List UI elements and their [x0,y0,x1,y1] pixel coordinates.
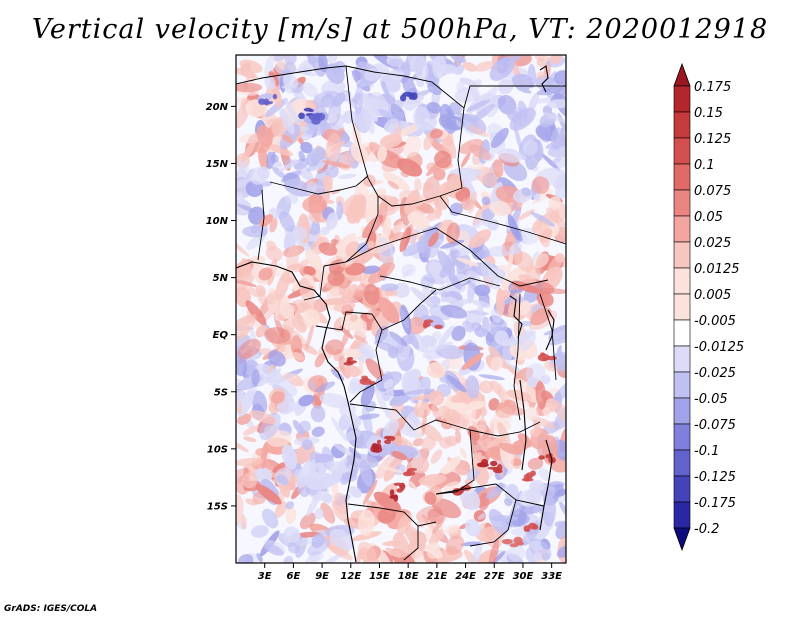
colorbar: 0.175 0.15 0.125 0.1 0.075 0.05 0.025 0.0125 0.0… [673,62,744,552]
latitude-axis: 20N 15N 10N 5N EQ 5S 10S 15S [206,102,236,512]
colorbar-label: 0.05 [694,210,723,225]
colorbar-segment [673,371,691,399]
map-title: Vertical velocity [m/s] at 500hPa, VT: 2… [31,14,769,45]
colorbar-segment [673,397,691,425]
colorbar-segment [673,267,691,295]
colorbar-segment [673,319,691,347]
grads-credit: GrADS: IGES/COLA [4,604,98,614]
colorbar-segment [673,241,691,269]
lon-tick-label: 24E [455,571,476,582]
velocity-field [236,55,566,563]
lat-tick-label: 5S [214,387,228,398]
colorbar-segment [673,449,691,477]
coastline [236,65,555,563]
lat-tick-label: EQ [213,330,229,341]
map-frame [235,54,567,564]
lon-tick-label: 30E [513,571,534,582]
colorbar-label: -0.125 [694,470,736,485]
colorbar-label: -0.075 [694,418,736,433]
lat-tick-label: 10N [206,216,229,227]
colorbar-label: 0.1 [694,158,715,173]
lon-tick-label: 33E [541,571,562,582]
colorbar-label: -0.2 [694,522,719,537]
country-borders [236,65,566,561]
colorbar-label: 0.005 [694,288,731,303]
colorbar-label: 0.15 [694,106,723,121]
lat-tick-label: 5N [213,273,229,284]
lon-tick-label: 12E [340,571,361,582]
colorbar-segment [673,215,691,243]
longitude-axis: 3E 6E 9E 12E 15E 18E 21E 24E 27E 30E 33E [258,563,562,582]
lon-tick-label: 27E [484,571,505,582]
colorbar-segment [673,501,691,529]
colorbar-segment [673,189,691,217]
lon-tick-label: 3E [258,571,272,582]
colorbar-segment [673,345,691,373]
colorbar-label: 0.125 [694,132,731,147]
colorbar-bottom-cap [673,527,691,552]
colorbar-label: 0.075 [694,184,731,199]
colorbar-label: 0.0125 [694,262,740,277]
lon-tick-label: 21E [426,571,447,582]
lat-tick-label: 15S [207,501,228,512]
colorbar-top-cap [673,62,691,87]
colorbar-label: -0.05 [694,392,728,407]
colorbar-segment [673,423,691,451]
colorbar-label: -0.025 [694,366,736,381]
lon-tick-label: 6E [286,571,300,582]
lat-tick-label: 15N [206,159,229,170]
colorbar-segment [673,137,691,165]
colorbar-label: 0.025 [694,236,731,251]
colorbar-segment [673,293,691,321]
colorbar-label: -0.175 [694,496,736,511]
lat-tick-label: 10S [207,444,228,455]
colorbar-segment [673,85,691,113]
colorbar-label: -0.1 [694,444,719,459]
lat-tick-label: 20N [206,102,229,113]
colorbar-label: -0.005 [694,314,736,329]
lon-tick-label: 18E [398,571,419,582]
colorbar-segment [673,475,691,503]
colorbar-segment [673,111,691,139]
colorbar-label: -0.0125 [694,340,744,355]
colorbar-label: 0.175 [694,80,731,95]
lon-tick-label: 15E [369,571,390,582]
colorbar-segment [673,163,691,191]
lon-tick-label: 9E [315,571,329,582]
